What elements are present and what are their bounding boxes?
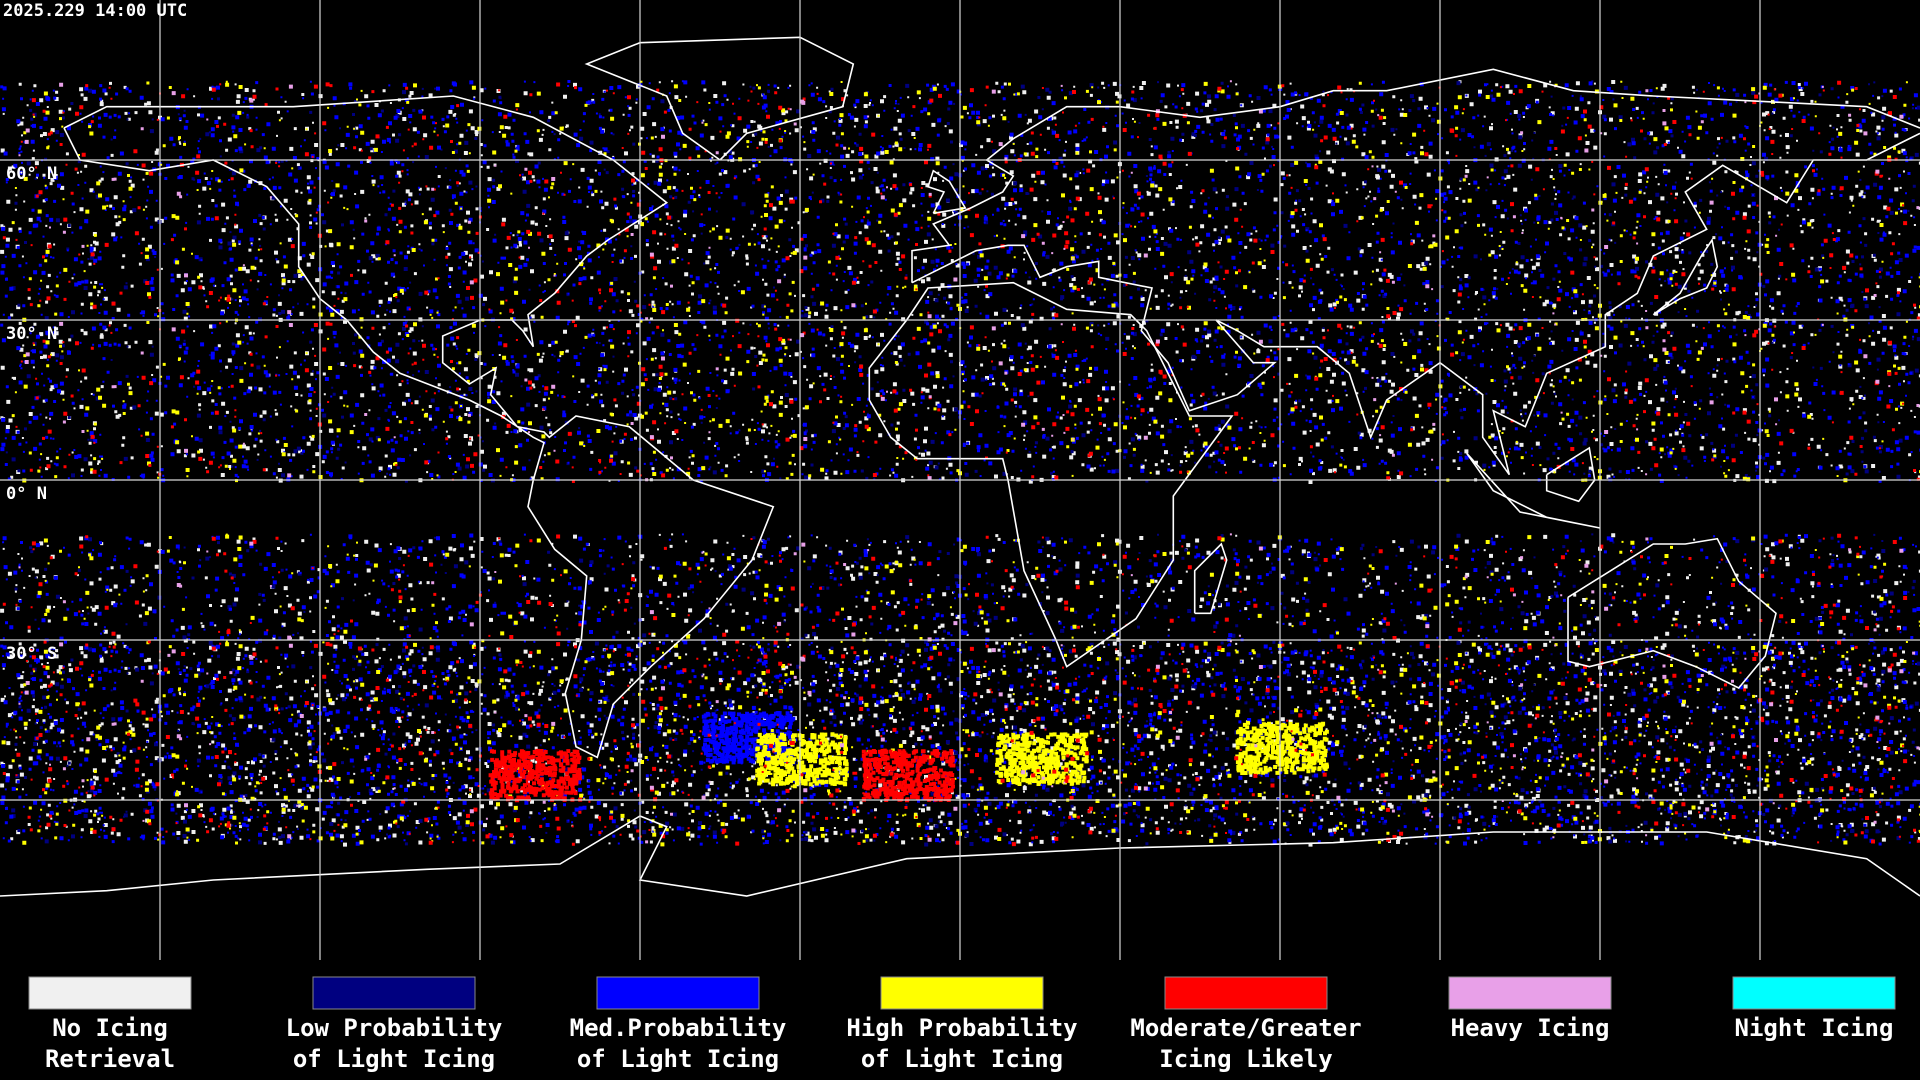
legend-label: High Probability [846,1014,1077,1042]
legend-label: Low Probability [286,1014,503,1042]
coastline [584,36,855,161]
legend-label: Icing Likely [1159,1045,1332,1073]
coastline [63,95,775,759]
latitude-label: 0° N [6,484,47,504]
latitude-label: 30° S [6,644,57,664]
legend-label: Moderate/Greater [1130,1014,1361,1042]
legend-label: of Light Icing [293,1045,495,1073]
legend-label: Med.Probability [570,1014,787,1042]
legend-swatch [1732,976,1896,1010]
legend-swatch [312,976,476,1010]
legend-label: Retrieval [45,1045,175,1073]
coastline [1545,446,1596,503]
legend-swatch [1164,976,1328,1010]
legend-label: Night Icing [1735,1014,1894,1042]
coastline [1652,237,1719,316]
legend-swatch [880,976,1044,1010]
legend-label: Heavy Icing [1451,1014,1610,1042]
legend-swatch [596,976,760,1010]
legend-label: No Icing [52,1014,168,1042]
latitude-label: 30° N [6,324,57,344]
coastline [868,281,1234,668]
legend: No Icing Retrieval Low Probability of Light… [28,976,1896,1073]
legend-swatch [28,976,192,1010]
latitude-label: 60° N [6,164,57,184]
label-layer: 2025.229 14:00 UTC 60° N 30° N 0° N 30° S [3,1,187,664]
grid-layer [0,0,1920,960]
legend-label: of Light Icing [577,1045,779,1073]
legend-swatch [1448,976,1612,1010]
coastline [1193,542,1228,615]
coastline [911,132,1920,476]
legend-label: of Light Icing [861,1045,1063,1073]
timestamp: 2025.229 14:00 UTC [3,1,187,21]
coastline [926,169,967,215]
